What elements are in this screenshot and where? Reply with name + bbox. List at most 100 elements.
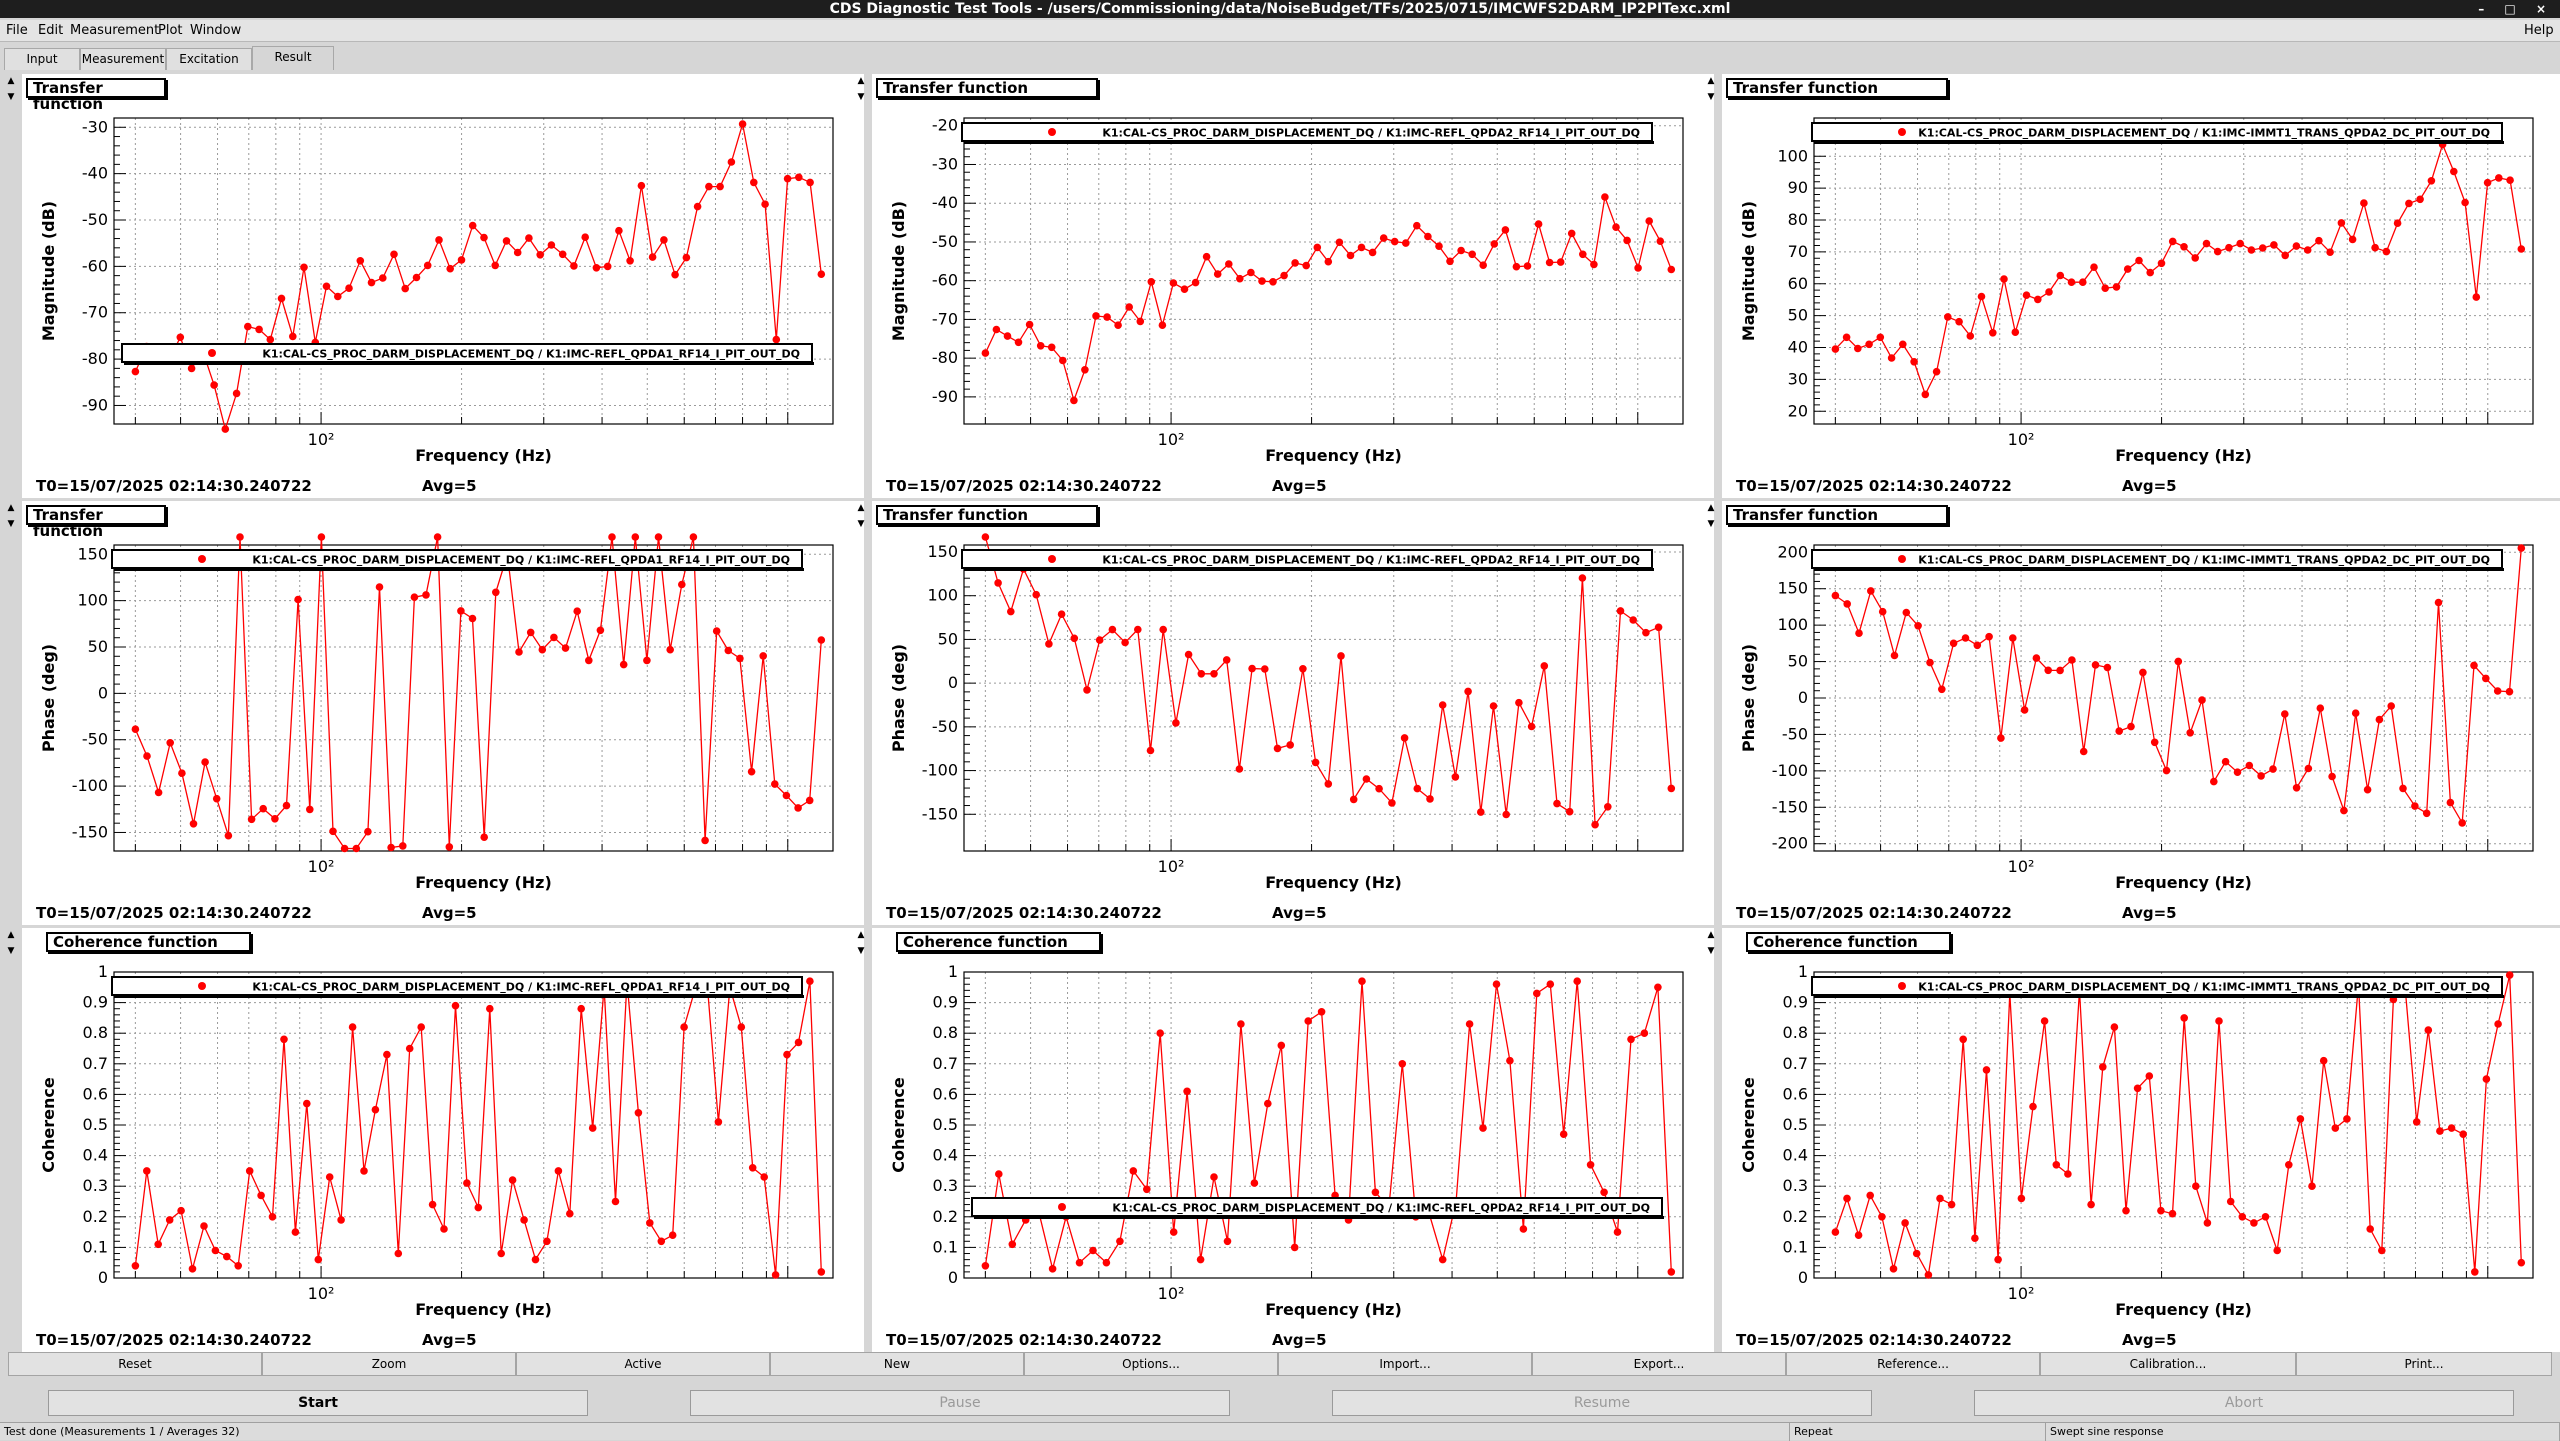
plot-canvas: -90 -80 -70 -60 -50 -40 -30 -20 10² Frequency (Hz…	[889, 116, 1684, 465]
data-point	[1114, 321, 1122, 329]
data-point	[2198, 696, 2206, 704]
data-point	[615, 226, 623, 235]
tab-excitation[interactable]: Excitation	[166, 48, 252, 70]
scroll-down-icon[interactable]: ▼	[7, 946, 15, 956]
data-point	[1313, 243, 1322, 252]
plot-panel[interactable]: ▲ ▼ -90 -80 -70 -60 -50 -40 -30 -20 10² Frequency (…	[858, 74, 1714, 498]
import-button[interactable]: Import...	[1278, 1352, 1532, 1376]
tab-result[interactable]: Result	[252, 46, 334, 70]
data-point	[1358, 977, 1366, 985]
legend-shadow	[1814, 141, 2504, 144]
scroll-down-icon[interactable]: ▼	[1707, 519, 1715, 529]
legend-shadow	[1814, 995, 2504, 998]
menu-help[interactable]: Help	[2524, 23, 2554, 38]
menu-measurement[interactable]: Measurement	[70, 23, 160, 38]
reference-button[interactable]: Reference...	[1786, 1352, 2040, 1376]
calibration-button[interactable]: Calibration...	[2040, 1352, 2296, 1376]
resume-button[interactable]: Resume	[1332, 1390, 1872, 1416]
scroll-up-icon[interactable]: ▲	[1707, 930, 1715, 940]
y-tick-label: 0.5	[83, 1115, 108, 1134]
data-point	[736, 654, 744, 663]
plot-panel[interactable]: ▲ ▼ 0 0.1 0.2 0.3 0.4 0.5 0.6 0.7 0.8 0.9 1 10² Freque…	[1708, 928, 2560, 1352]
data-point	[1225, 260, 1233, 268]
scroll-up-icon[interactable]: ▲	[7, 930, 15, 940]
plot-panel[interactable]: ▲ ▼ -90 -80 -70 -60 -50 -40 -30 10² Frequency (Hz)…	[8, 74, 864, 498]
plot-panel[interactable]: ▲ ▼ 20 30 40 50 60 70 80 90 100 10² Frequency (Hz) Ma…	[1708, 74, 2560, 498]
data-point	[2168, 1209, 2177, 1218]
data-point	[1477, 808, 1485, 816]
menu-file[interactable]: File	[6, 23, 28, 38]
data-point	[2505, 687, 2514, 696]
y-tick-label: 0.2	[83, 1207, 108, 1226]
data-point	[468, 614, 477, 623]
data-point	[1070, 634, 1079, 643]
data-point	[1667, 1268, 1676, 1276]
data-point	[143, 752, 151, 760]
data-point	[2238, 1213, 2247, 1221]
active-button[interactable]: Active	[516, 1352, 770, 1376]
plot-panel[interactable]: ▲ ▼ -150 -100 -50 0 50 100 150 10² Frequency (Hz) P…	[858, 501, 1714, 925]
y-tick-label: 0.6	[1783, 1084, 1808, 1103]
zoom-button[interactable]: Zoom	[262, 1352, 516, 1376]
print-button[interactable]: Print...	[2296, 1352, 2552, 1376]
data-point	[2017, 1194, 2026, 1203]
data-point	[1623, 236, 1631, 245]
pause-button[interactable]: Pause	[690, 1390, 1230, 1416]
scroll-up-icon[interactable]: ▲	[857, 76, 865, 86]
abort-button[interactable]: Abort	[1974, 1390, 2514, 1416]
data-point	[585, 656, 593, 665]
scroll-up-icon[interactable]: ▲	[7, 503, 15, 513]
scroll-down-icon[interactable]: ▼	[7, 92, 15, 102]
tab-measurement[interactable]: Measurement	[80, 48, 166, 70]
start-time-label: T0=15/07/2025 02:14:30.240722	[1736, 1331, 2012, 1349]
tab-input[interactable]: Input	[4, 48, 80, 70]
y-tick-label: 100	[77, 591, 108, 610]
start-button[interactable]: Start	[48, 1390, 588, 1416]
options-button[interactable]: Options...	[1024, 1352, 1278, 1376]
menu-plot[interactable]: Plot	[158, 23, 183, 38]
data-point	[189, 820, 198, 828]
y-tick-label: 0.9	[83, 993, 108, 1012]
data-point	[2458, 819, 2466, 827]
data-point	[2020, 706, 2029, 714]
plot-panel[interactable]: ▲ ▼ 0 0.1 0.2 0.3 0.4 0.5 0.6 0.7 0.8 0.9 1 10² Freque…	[8, 928, 864, 1352]
data-point	[154, 788, 163, 797]
plot-panel[interactable]: ▲ ▼ -150 -100 -50 0 50 100 150 10² Frequency (Hz) P…	[8, 501, 864, 925]
y-tick-label: -150	[72, 822, 108, 841]
menu-window[interactable]: Window	[190, 23, 242, 38]
data-point	[1337, 652, 1345, 660]
data-point	[1912, 1249, 1921, 1258]
plot-panel[interactable]: ▲ ▼ -200 -150 -100 -50 0 50 100 150 200 10² Frequenc…	[1708, 501, 2560, 925]
data-point	[1831, 1228, 1840, 1236]
y-axis-label: Magnitude (dB)	[889, 201, 908, 341]
data-point	[1371, 1188, 1380, 1197]
scroll-up-icon[interactable]: ▲	[1707, 76, 1715, 86]
scroll-up-icon[interactable]: ▲	[857, 503, 865, 513]
data-point	[1147, 278, 1156, 286]
scroll-down-icon[interactable]: ▼	[857, 946, 865, 956]
scroll-down-icon[interactable]: ▼	[1707, 92, 1715, 102]
scroll-down-icon[interactable]: ▼	[1707, 946, 1715, 956]
scroll-up-icon[interactable]: ▲	[857, 930, 865, 940]
data-point	[771, 1271, 780, 1279]
scroll-up-icon[interactable]: ▲	[7, 76, 15, 86]
reset-button[interactable]: Reset	[8, 1352, 262, 1376]
scroll-down-icon[interactable]: ▼	[7, 519, 15, 529]
averages-label: Avg=5	[422, 1331, 477, 1349]
scroll-down-icon[interactable]: ▼	[857, 519, 865, 529]
menu-edit[interactable]: Edit	[38, 23, 64, 38]
data-point	[2450, 167, 2458, 176]
y-tick-label: 0.9	[1783, 993, 1808, 1012]
data-point	[2011, 328, 2020, 336]
new-button[interactable]: New	[770, 1352, 1024, 1376]
window-controls[interactable]: – □ ×	[2478, 2, 2554, 16]
data-point	[1938, 685, 1946, 694]
plot-panel[interactable]: ▲ ▼ 0 0.1 0.2 0.3 0.4 0.5 0.6 0.7 0.8 0.9 1 10² Freque…	[858, 928, 1714, 1352]
scroll-down-icon[interactable]: ▼	[857, 92, 865, 102]
data-point	[806, 178, 814, 187]
data-point	[1362, 775, 1371, 783]
data-point	[2348, 235, 2357, 244]
data-point	[2343, 1115, 2351, 1123]
export-button[interactable]: Export...	[1532, 1352, 1786, 1376]
scroll-up-icon[interactable]: ▲	[1707, 503, 1715, 513]
